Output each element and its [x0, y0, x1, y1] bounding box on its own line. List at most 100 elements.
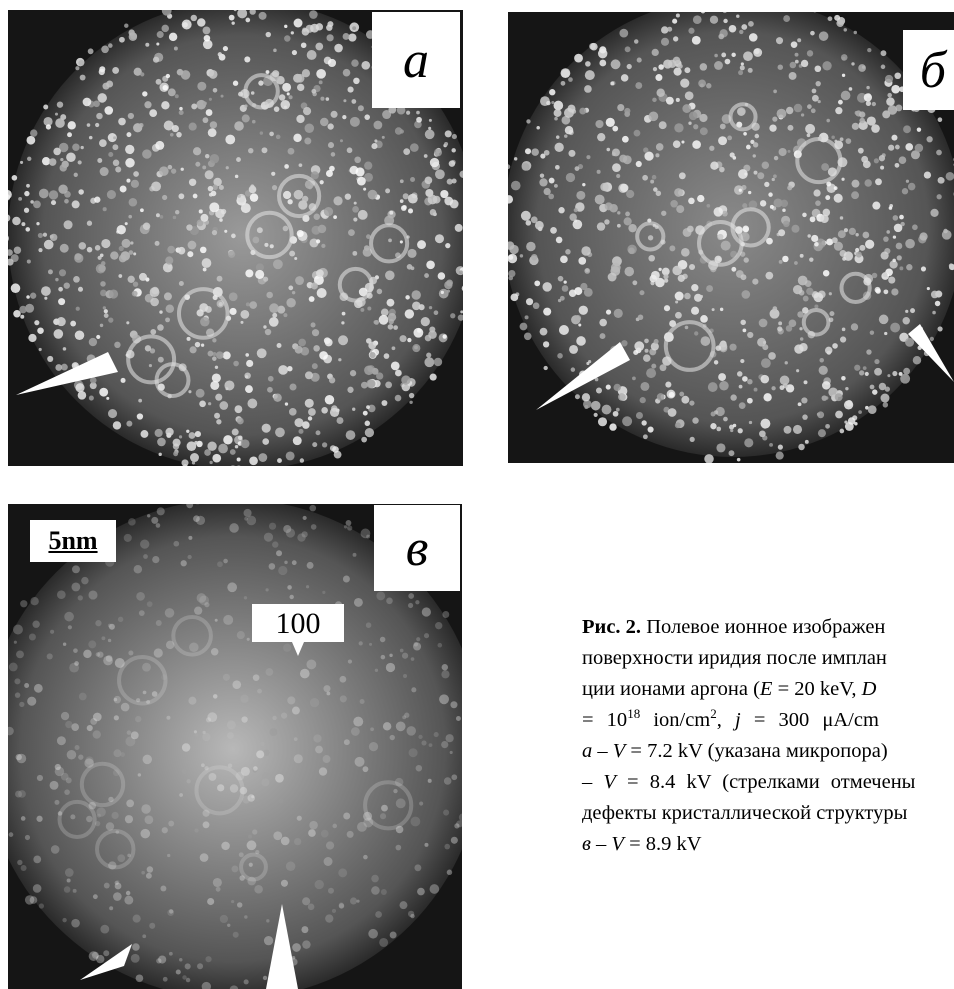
- atom-spot: [407, 338, 411, 342]
- atom-spot: [201, 763, 205, 767]
- atom-spot: [219, 185, 224, 190]
- atom-spot: [370, 727, 374, 731]
- atom-spot: [167, 246, 175, 254]
- atom-spot: [101, 239, 110, 248]
- atom-spot: [714, 360, 718, 364]
- atom-spot: [818, 100, 821, 103]
- atom-spot: [371, 875, 379, 883]
- atom-spot: [277, 458, 282, 463]
- atom-spot: [348, 229, 355, 236]
- atom-spot: [14, 678, 20, 684]
- atom-spot: [410, 177, 415, 182]
- atom-spot: [237, 457, 241, 461]
- atom-spot: [126, 891, 130, 895]
- atom-spot: [927, 287, 930, 290]
- atom-spot: [292, 560, 297, 565]
- atom-spot: [49, 158, 57, 166]
- atom-spot: [355, 757, 365, 767]
- atom-spot: [60, 158, 63, 161]
- atom-spot: [569, 290, 576, 297]
- atom-spot: [880, 166, 884, 170]
- atom-spot: [219, 401, 228, 410]
- atom-spot: [346, 430, 356, 440]
- atom-spot: [632, 280, 637, 285]
- atom-spot: [329, 377, 335, 383]
- atom-spot: [338, 868, 347, 877]
- scale-bar: 5nm: [30, 520, 116, 562]
- atom-spot: [643, 147, 648, 152]
- atom-spot: [730, 429, 733, 432]
- atom-spot: [273, 49, 277, 53]
- atom-spot: [225, 135, 235, 145]
- atom-spot: [624, 108, 630, 114]
- atom-spot: [203, 821, 210, 828]
- atom-spot: [93, 730, 101, 738]
- atom-spot: [353, 553, 357, 557]
- atom-spot: [428, 195, 438, 205]
- atom-spot: [444, 777, 452, 785]
- atom-spot: [565, 249, 570, 254]
- atom-spot: [639, 290, 644, 295]
- atom-spot: [395, 395, 402, 402]
- atom-spot: [302, 28, 309, 35]
- atom-spot: [289, 383, 296, 390]
- atom-spot: [411, 657, 415, 661]
- atom-spot: [140, 208, 144, 212]
- atom-spot: [292, 943, 301, 952]
- atom-spot: [264, 936, 273, 945]
- atom-spot: [259, 12, 267, 20]
- atom-spot: [233, 361, 239, 367]
- atom-spot: [716, 345, 722, 351]
- atom-spot: [784, 426, 792, 434]
- atom-spot: [393, 325, 398, 330]
- atom-spot: [659, 121, 667, 129]
- atom-spot: [108, 43, 113, 48]
- atom-spot: [176, 969, 181, 974]
- atom-spot: [841, 376, 846, 381]
- atom-spot: [227, 582, 237, 592]
- atom-spot: [381, 805, 388, 812]
- atom-spot: [564, 134, 568, 138]
- atom-spot: [575, 315, 581, 321]
- atom-spot: [320, 97, 324, 101]
- atom-spot: [317, 288, 327, 298]
- atom-spot: [521, 211, 531, 221]
- caption-text: V: [603, 771, 616, 793]
- atom-spot: [863, 366, 867, 370]
- atom-spot: [136, 974, 144, 982]
- atom-spot: [333, 215, 337, 219]
- atom-spot: [624, 267, 634, 277]
- atom-spot: [421, 740, 426, 745]
- atom-spot: [139, 610, 145, 616]
- atom-spot: [682, 104, 691, 113]
- atom-spot: [297, 816, 302, 821]
- atom-spot: [870, 385, 875, 390]
- atom-spot: [543, 341, 549, 347]
- atom-spot: [575, 166, 580, 171]
- atom-spot: [99, 388, 108, 397]
- atom-spot: [229, 292, 238, 301]
- atom-spot: [679, 172, 686, 179]
- atom-spot: [393, 789, 397, 793]
- atom-spot: [358, 210, 368, 220]
- atom-spot: [443, 334, 447, 338]
- atom-spot: [259, 719, 265, 725]
- atom-spot: [295, 276, 304, 285]
- atom-spot: [173, 541, 179, 547]
- atom-spot: [634, 130, 641, 137]
- atom-spot: [272, 541, 278, 547]
- atom-spot: [384, 353, 390, 359]
- atom-spot: [534, 280, 540, 286]
- atom-spot: [96, 955, 104, 963]
- atom-spot: [822, 381, 831, 390]
- atom-spot: [802, 213, 807, 218]
- atom-spot: [229, 15, 235, 21]
- atom-spot: [838, 100, 843, 105]
- atom-spot: [68, 121, 76, 129]
- atom-spot: [412, 344, 420, 352]
- atom-spot: [159, 310, 162, 313]
- atom-spot: [424, 273, 429, 278]
- atom-spot: [862, 232, 869, 239]
- atom-spot: [422, 607, 431, 616]
- atom-spot: [738, 169, 748, 179]
